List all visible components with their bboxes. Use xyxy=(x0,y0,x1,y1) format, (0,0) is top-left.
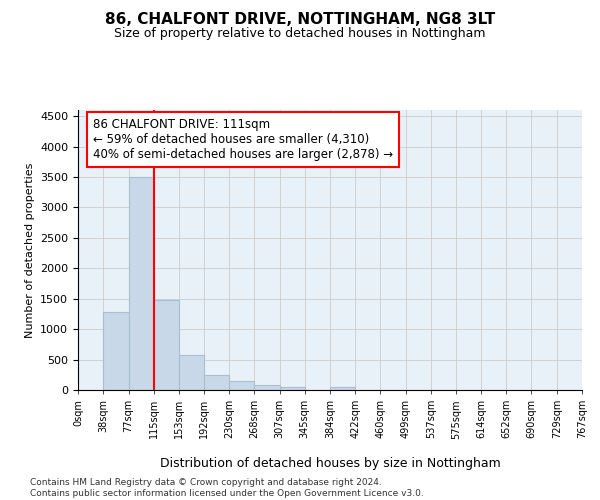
Text: Contains HM Land Registry data © Crown copyright and database right 2024.
Contai: Contains HM Land Registry data © Crown c… xyxy=(30,478,424,498)
Text: 86 CHALFONT DRIVE: 111sqm
← 59% of detached houses are smaller (4,310)
40% of se: 86 CHALFONT DRIVE: 111sqm ← 59% of detac… xyxy=(93,118,393,162)
Text: Distribution of detached houses by size in Nottingham: Distribution of detached houses by size … xyxy=(160,458,500,470)
Bar xyxy=(331,387,355,390)
Bar xyxy=(128,177,154,390)
Bar xyxy=(280,387,305,390)
Bar xyxy=(154,300,179,390)
Bar xyxy=(204,375,229,390)
Y-axis label: Number of detached properties: Number of detached properties xyxy=(25,162,35,338)
Bar xyxy=(179,355,204,390)
Text: 86, CHALFONT DRIVE, NOTTINGHAM, NG8 3LT: 86, CHALFONT DRIVE, NOTTINGHAM, NG8 3LT xyxy=(105,12,495,28)
Bar xyxy=(103,312,128,390)
Bar xyxy=(229,381,254,390)
Bar xyxy=(254,386,280,390)
Text: Size of property relative to detached houses in Nottingham: Size of property relative to detached ho… xyxy=(114,28,486,40)
